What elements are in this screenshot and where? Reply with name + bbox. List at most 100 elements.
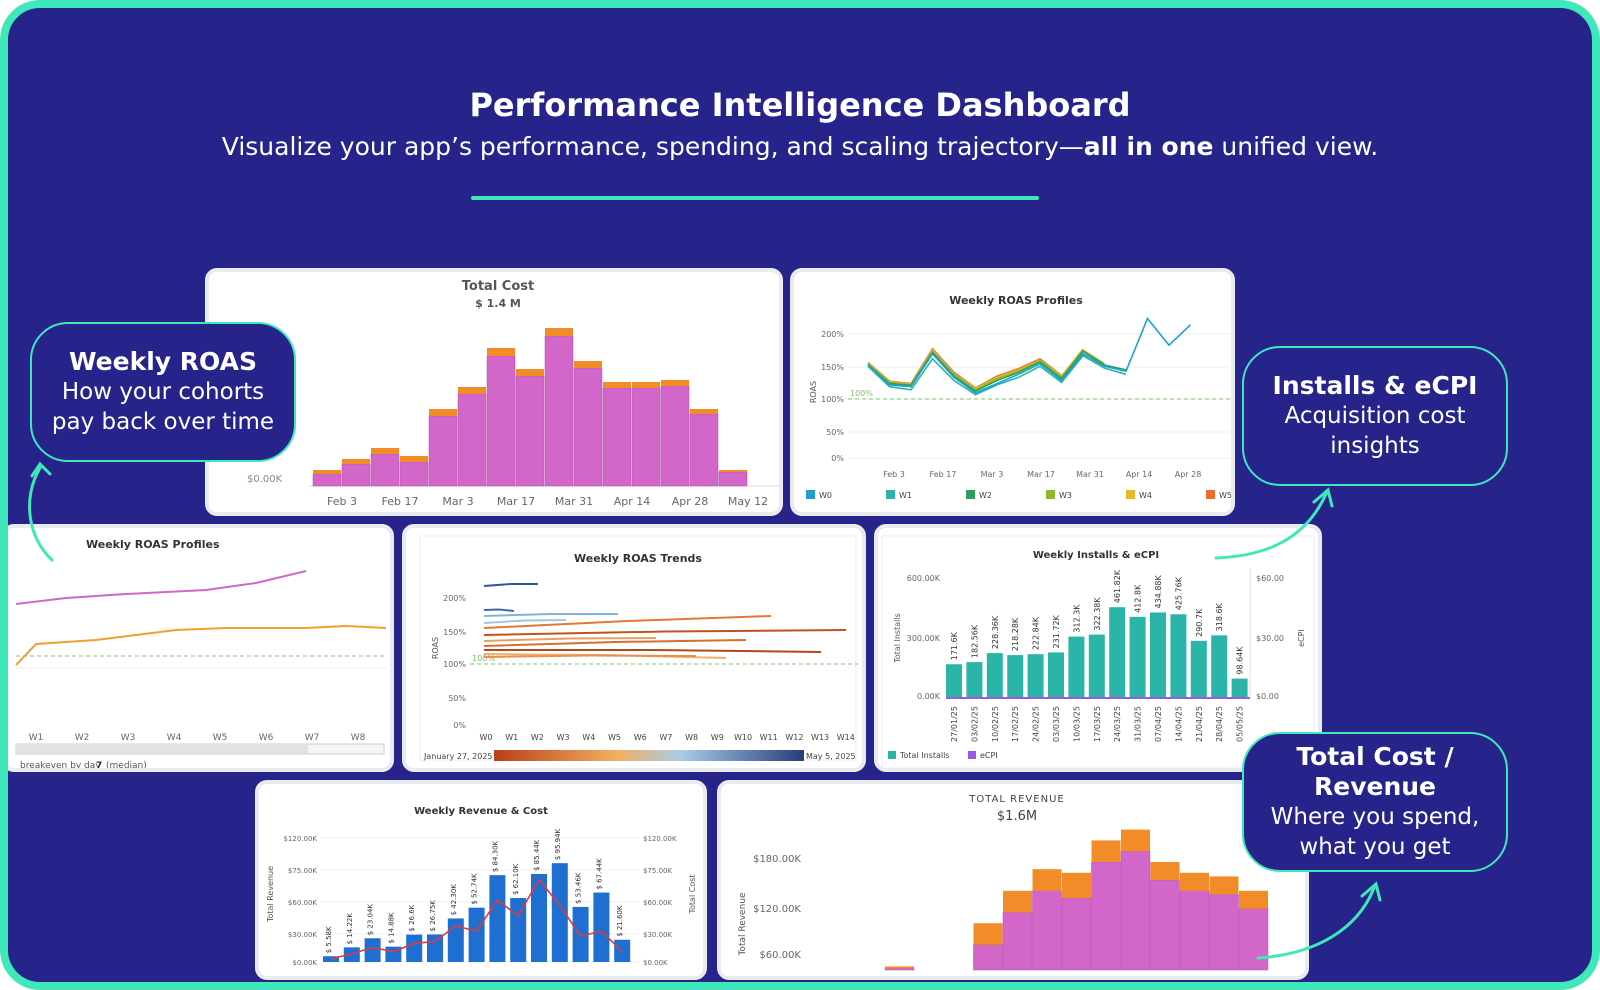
chart-title: Weekly Installs & eCPI — [1033, 550, 1159, 561]
x-tick-label: Apr 14 — [1126, 470, 1153, 479]
y-tick-label: 150% — [443, 628, 466, 637]
color-scale — [494, 750, 804, 761]
bar — [1091, 861, 1121, 971]
callout-installs-ecpi: Installs & eCPI Acquisition cost insight… — [1242, 346, 1508, 486]
series-line — [15, 570, 307, 605]
x-tick-label: W4 — [582, 733, 595, 742]
series-line — [483, 629, 847, 636]
bar — [966, 662, 983, 698]
y-tick-label: $180.00K — [753, 854, 801, 865]
bar-segment — [429, 409, 457, 416]
y-tick-label: 100% — [821, 395, 844, 404]
bar-segment — [603, 382, 631, 388]
series-line — [15, 624, 387, 666]
bar — [399, 461, 429, 487]
bar-segment — [661, 380, 689, 386]
series-line — [483, 608, 515, 612]
data-label: 318.6K — [1215, 602, 1224, 631]
bar-segment — [458, 387, 486, 394]
bar — [1068, 636, 1085, 698]
y-tick-label: 0% — [453, 721, 466, 730]
bar-segment — [885, 966, 914, 969]
legend-label: W0 — [819, 491, 832, 500]
x-tick-label: Apr 14 — [614, 495, 651, 508]
bar-segment — [1209, 876, 1239, 895]
bar — [510, 898, 527, 962]
breakeven-value: 7 — [96, 761, 102, 771]
bar — [486, 355, 516, 487]
bar — [689, 413, 719, 487]
bar — [1231, 678, 1248, 698]
bar — [1061, 897, 1092, 971]
y-tick-label: $120.00K — [753, 904, 801, 915]
bar — [343, 947, 360, 962]
y-axis-label: Total Revenue — [266, 866, 275, 923]
breakeven-suffix: (median) — [106, 761, 147, 771]
x-tick-label: W5 — [213, 733, 228, 743]
y-axis-label: ROAS — [431, 637, 440, 659]
data-label: $ 62.10K — [512, 863, 520, 895]
x-tick-label: W1 — [29, 733, 44, 743]
callout-title: Total Cost / Revenue — [1296, 742, 1454, 801]
y2-axis-label: eCPI — [1297, 629, 1306, 647]
data-label: $ 95.94K — [554, 828, 562, 860]
bar — [323, 956, 339, 962]
data-label: $ 21.60K — [616, 905, 624, 937]
x-tick-label: 05/05/25 — [1236, 706, 1245, 742]
series-line — [867, 316, 1192, 394]
x-tick-label: W0 — [480, 733, 493, 742]
bar-segment — [487, 348, 515, 356]
data-label: 171.6K — [950, 631, 959, 660]
bar — [370, 453, 400, 487]
x-tick-label: W5 — [608, 733, 621, 742]
bar — [884, 968, 915, 971]
bar — [1238, 908, 1269, 971]
chart-title: Weekly ROAS Trends — [574, 552, 702, 565]
y-tick-label: $120.00K — [283, 835, 317, 843]
data-label: 290.7K — [1195, 608, 1204, 637]
series-line — [484, 649, 822, 653]
data-label: $ 26.75K — [429, 900, 437, 932]
revenue-cost-chart: Weekly Revenue & Cost Total Revenue Total … — [266, 806, 697, 967]
bar — [447, 918, 464, 962]
bar — [428, 415, 458, 487]
x-tick-label: Apr 28 — [1175, 470, 1202, 479]
subtitle-text: Visualize your app’s performance, spendi… — [221, 132, 1084, 161]
x-tick-label: W7 — [305, 733, 320, 743]
y2-tick-label: $30.00K — [643, 931, 672, 939]
arrow-head-icon — [1360, 881, 1382, 902]
data-label: 434.88K — [1154, 574, 1163, 608]
chart-title: TOTAL REVENUE — [968, 794, 1064, 805]
cost-line — [330, 878, 623, 960]
x-tick-label: May 12 — [728, 495, 768, 508]
bar — [1179, 890, 1210, 971]
breakeven-label: breakeven by day — [20, 761, 101, 771]
chart-title: Weekly ROAS Profiles — [86, 538, 220, 551]
series-line — [483, 619, 567, 624]
callout-title: Weekly ROAS — [69, 347, 257, 376]
legend-label: eCPI — [980, 751, 998, 760]
data-label: 425.76K — [1174, 576, 1183, 610]
x-tick-label: W8 — [351, 733, 366, 743]
callout-desc: Acquisition cost insights — [1284, 403, 1466, 459]
roas-profiles-top-chart: Weekly ROAS Profiles ROAS 200% 150% 100% 50% 0… — [806, 294, 1232, 500]
y-tick-label: $30.00K — [288, 931, 317, 939]
x-tick-label: 24/02/25 — [1032, 706, 1041, 742]
chart-frame — [881, 535, 1315, 768]
roas-profiles-left-card: Weekly ROAS Profiles W1 W2 W3 W4 W5 W6 W7 W8 brea… — [8, 524, 394, 772]
chart-frame — [419, 535, 857, 761]
series-line — [483, 615, 772, 629]
total-cost-chart: Total Cost $ 1.4 M $0.00K Feb 3 Feb 17 Mar 3 M… — [247, 279, 779, 508]
legend-swatch — [1046, 490, 1055, 499]
data-label: $ 23.04K — [367, 904, 375, 936]
y2-axis-label: Total Cost — [688, 874, 697, 914]
data-label: $ 67.44K — [595, 858, 603, 890]
bar — [1120, 850, 1151, 971]
x-tick-label: W3 — [557, 733, 570, 742]
x-tick-label: W3 — [121, 733, 136, 743]
bar — [1211, 635, 1228, 698]
x-tick-label: 17/03/25 — [1093, 706, 1102, 742]
legend-label: W5 — [1219, 491, 1232, 500]
y-axis-label: Total Revenue — [738, 892, 748, 957]
data-label: $ 52.74K — [471, 873, 479, 905]
